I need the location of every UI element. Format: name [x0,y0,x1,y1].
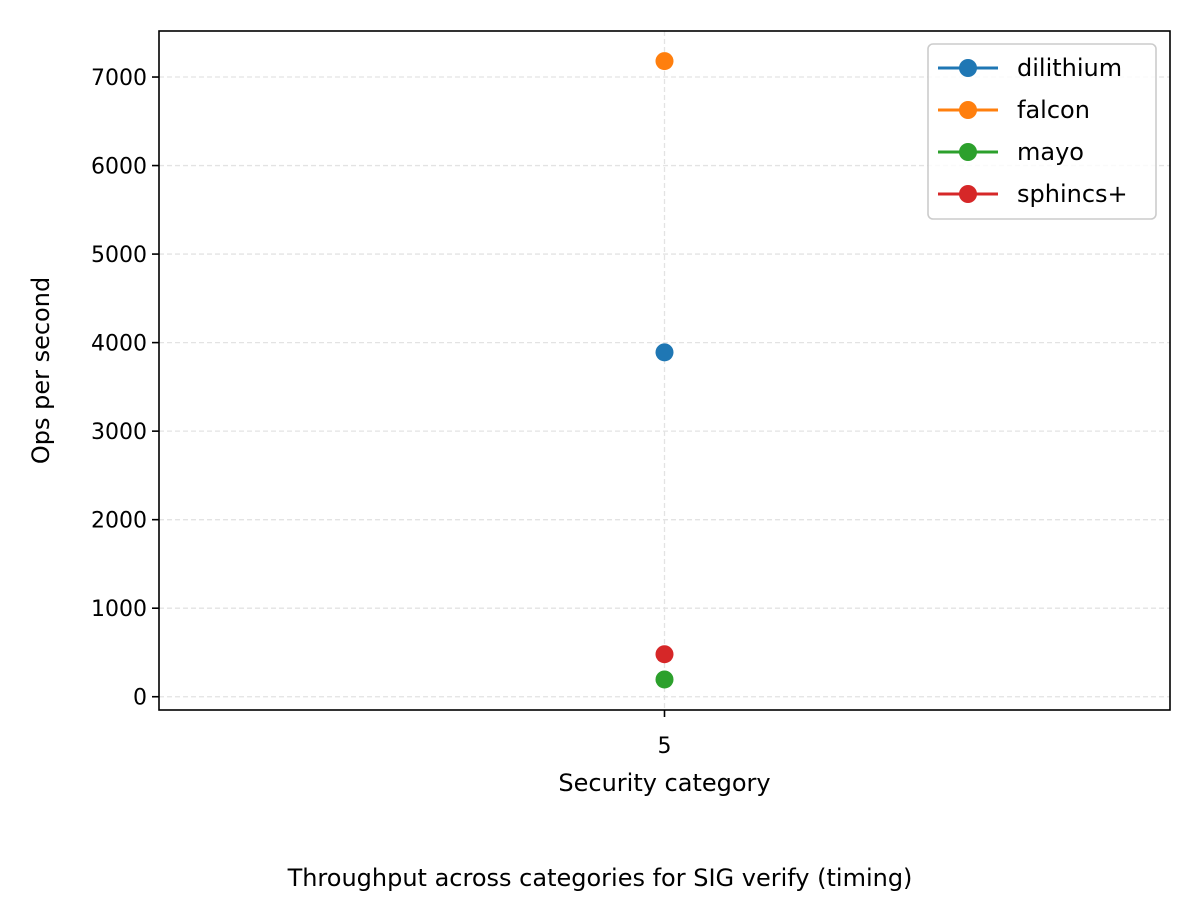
legend-frame [927,43,1157,220]
grid [159,31,1170,710]
y-tick-label: 4000 [91,332,147,357]
y-tick-label: 7000 [91,66,147,91]
legend-marker-sphincs [959,185,977,203]
y-tick-label: 5000 [91,243,147,268]
x-tick-label: 5 [658,734,672,759]
y-tick-label: 1000 [91,597,147,622]
legend-marker-mayo [959,143,977,161]
legend-label-sphincs: sphincs+ [1017,180,1128,208]
x-axis-label: Security category [558,769,770,797]
y-tick-label: 6000 [91,155,147,180]
legend: dilithium falcon mayo sphincs+ [927,43,1157,220]
y-tick-label: 0 [133,686,147,711]
data-point-sphincs [655,645,674,664]
series-layer [655,52,674,689]
data-point-dilithium [655,343,674,362]
chart-caption: Throughput across categories for SIG ver… [287,864,913,892]
y-tick-label: 2000 [91,509,147,534]
data-point-mayo [655,670,674,689]
data-point-falcon [655,52,674,71]
legend-label-falcon: falcon [1017,96,1090,124]
legend-marker-dilithium [959,59,977,77]
x-axis: 5 [658,710,672,759]
legend-label-mayo: mayo [1017,138,1084,166]
y-tick-label: 3000 [91,420,147,445]
legend-marker-falcon [959,101,977,119]
y-axis-label: Ops per second [27,277,55,464]
legend-label-dilithium: dilithium [1017,54,1122,82]
y-axis: 0 1000 2000 3000 4000 5000 6000 7000 [91,66,159,711]
